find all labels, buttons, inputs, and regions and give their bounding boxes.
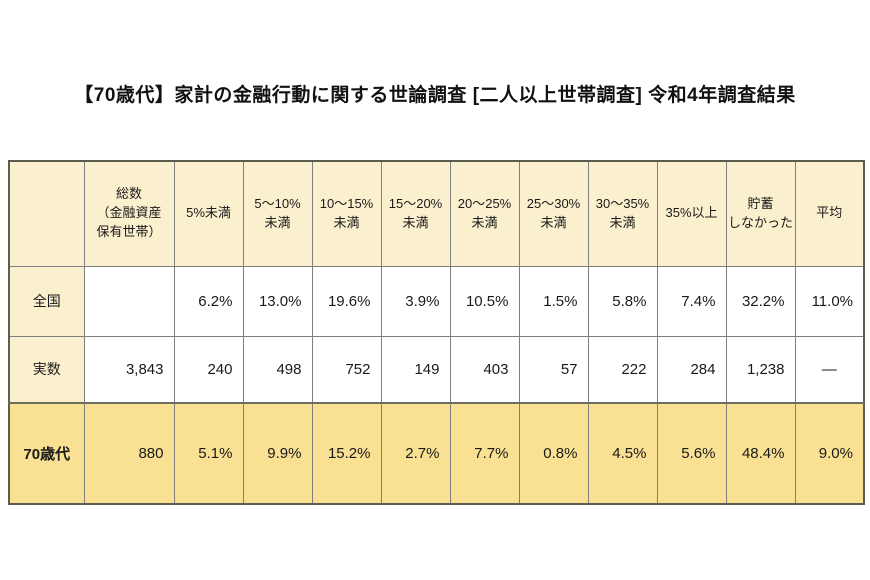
cell-counts-20to25: 403 bbox=[449, 335, 520, 404]
table-row-counts: 実数 3,843 240 498 752 149 403 57 222 284 … bbox=[8, 335, 865, 404]
cell-national-30to35: 5.8% bbox=[587, 265, 658, 337]
cell-seventies-10to15: 15.2% bbox=[311, 402, 382, 505]
cell-counts-no-savings: 1,238 bbox=[725, 335, 796, 404]
cell-seventies-no-savings: 48.4% bbox=[725, 402, 796, 505]
cell-counts-30to35: 222 bbox=[587, 335, 658, 404]
row-label-national: 全国 bbox=[8, 265, 85, 337]
cell-seventies-15to20: 2.7% bbox=[380, 402, 451, 505]
cell-counts-5to10: 498 bbox=[242, 335, 313, 404]
header-cell-15to20: 15〜20% 未満 bbox=[380, 160, 451, 267]
header-cell-20to25: 20〜25% 未満 bbox=[449, 160, 520, 267]
table-row-national: 全国 6.2% 13.0% 19.6% 3.9% 10.5% 1.5% 5.8%… bbox=[8, 265, 865, 337]
cell-national-total bbox=[83, 265, 175, 337]
header-cell-blank bbox=[8, 160, 85, 267]
cell-seventies-average: 9.0% bbox=[794, 402, 865, 505]
header-cell-30to35: 30〜35% 未満 bbox=[587, 160, 658, 267]
cell-seventies-5to10: 9.9% bbox=[242, 402, 313, 505]
row-label-counts: 実数 bbox=[8, 335, 85, 404]
cell-national-15to20: 3.9% bbox=[380, 265, 451, 337]
cell-counts-10to15: 752 bbox=[311, 335, 382, 404]
cell-national-10to15: 19.6% bbox=[311, 265, 382, 337]
cell-counts-total: 3,843 bbox=[83, 335, 175, 404]
table-header-row: 総数 （金融資産 保有世帯） 5%未満 5〜10% 未満 10〜15% 未満 1… bbox=[8, 160, 865, 267]
header-cell-total: 総数 （金融資産 保有世帯） bbox=[83, 160, 175, 267]
cell-seventies-30to35: 4.5% bbox=[587, 402, 658, 505]
cell-national-20to25: 10.5% bbox=[449, 265, 520, 337]
cell-national-5to10: 13.0% bbox=[242, 265, 313, 337]
cell-counts-35plus: 284 bbox=[656, 335, 727, 404]
header-cell-5to10: 5〜10% 未満 bbox=[242, 160, 313, 267]
cell-counts-under5: 240 bbox=[173, 335, 244, 404]
savings-rate-table: 総数 （金融資産 保有世帯） 5%未満 5〜10% 未満 10〜15% 未満 1… bbox=[8, 160, 865, 505]
header-cell-35plus: 35%以上 bbox=[656, 160, 727, 267]
cell-seventies-35plus: 5.6% bbox=[656, 402, 727, 505]
table-row-seventies: 70歳代 880 5.1% 9.9% 15.2% 2.7% 7.7% 0.8% … bbox=[8, 402, 865, 505]
cell-seventies-total: 880 bbox=[83, 402, 175, 505]
cell-counts-25to30: 57 bbox=[518, 335, 589, 404]
cell-national-under5: 6.2% bbox=[173, 265, 244, 337]
cell-national-25to30: 1.5% bbox=[518, 265, 589, 337]
cell-seventies-under5: 5.1% bbox=[173, 402, 244, 505]
page-title: 【70歳代】家計の金融行動に関する世論調査 [二人以上世帯調査] 令和4年調査結… bbox=[74, 85, 796, 106]
header-cell-25to30: 25〜30% 未満 bbox=[518, 160, 589, 267]
cell-counts-15to20: 149 bbox=[380, 335, 451, 404]
header-cell-average: 平均 bbox=[794, 160, 865, 267]
header-cell-no-savings: 貯蓄 しなかった bbox=[725, 160, 796, 267]
cell-national-35plus: 7.4% bbox=[656, 265, 727, 337]
cell-national-average: 11.0% bbox=[794, 265, 865, 337]
row-label-seventies: 70歳代 bbox=[8, 402, 85, 505]
cell-national-no-savings: 32.2% bbox=[725, 265, 796, 337]
header-cell-under5: 5%未満 bbox=[173, 160, 244, 267]
header-cell-10to15: 10〜15% 未満 bbox=[311, 160, 382, 267]
cell-counts-average: — bbox=[794, 335, 865, 404]
cell-seventies-25to30: 0.8% bbox=[518, 402, 589, 505]
cell-seventies-20to25: 7.7% bbox=[449, 402, 520, 505]
